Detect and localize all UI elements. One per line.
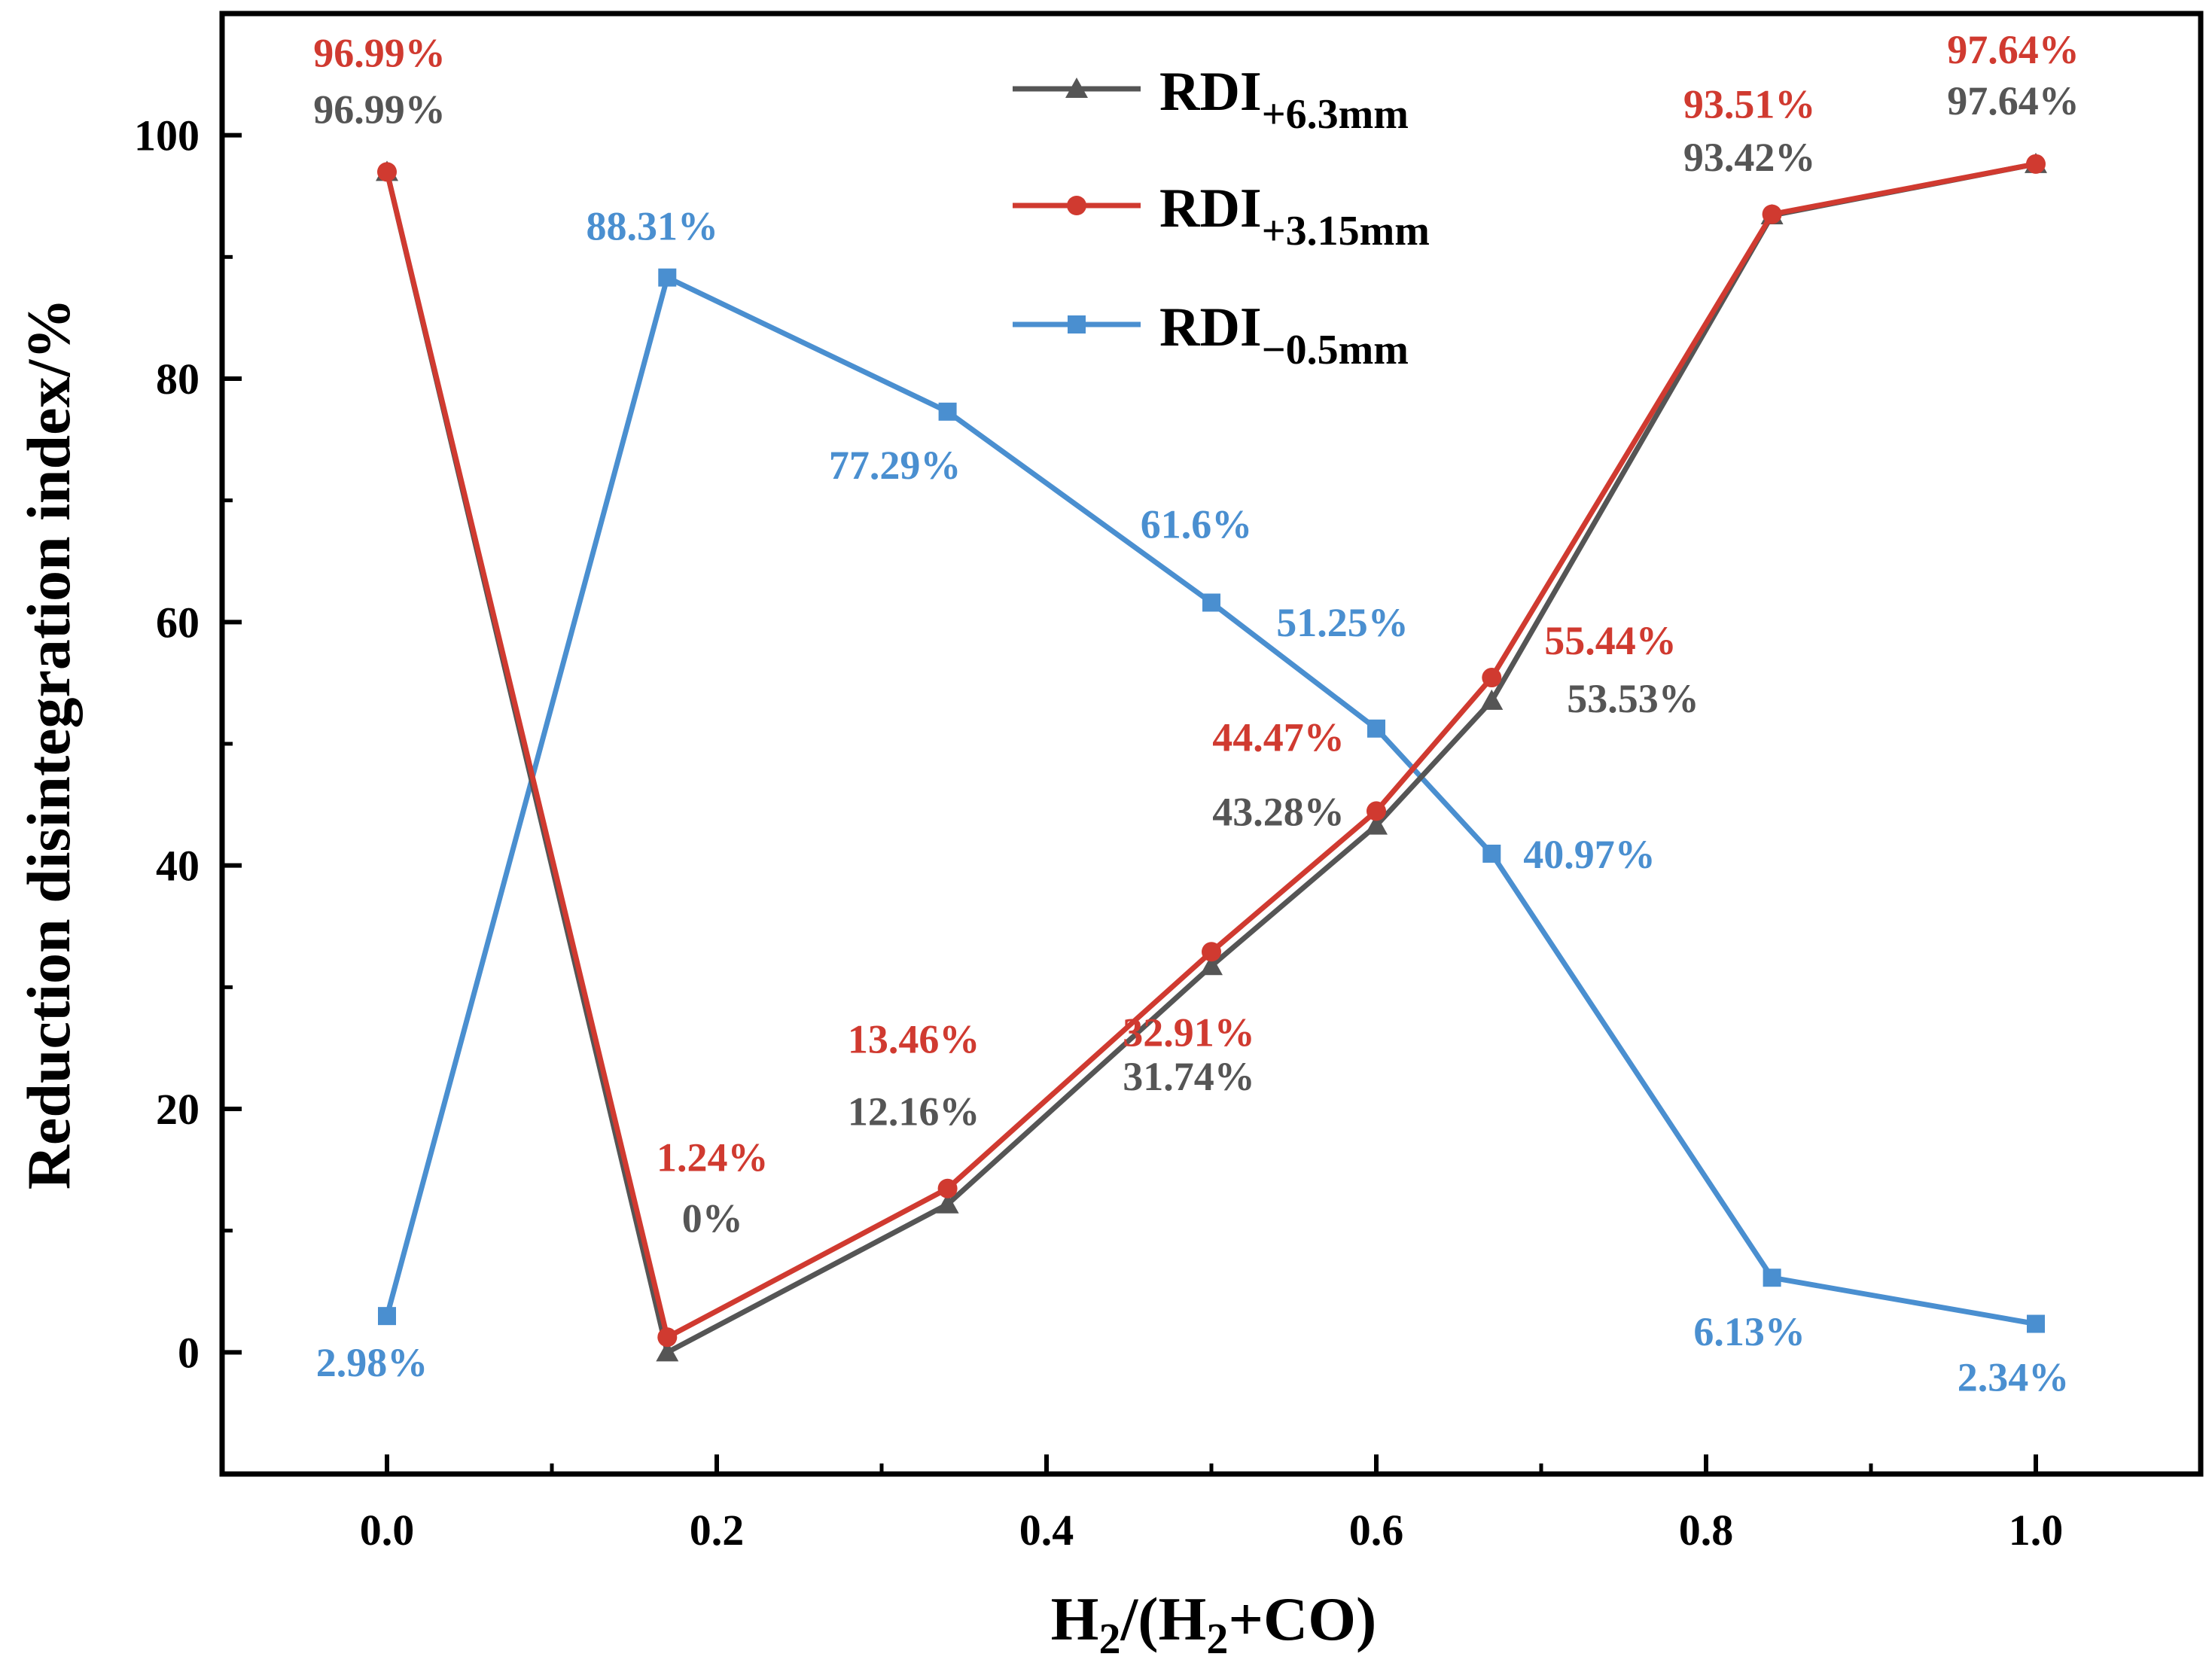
data-point: [937, 1178, 958, 1198]
x-tick-label: 0.2: [690, 1506, 745, 1555]
data-point: [1367, 719, 1385, 738]
data-label: 43.28%: [1212, 790, 1345, 835]
data-label: 12.16%: [848, 1089, 980, 1134]
x-tick-label: 0.4: [1019, 1506, 1074, 1555]
data-point: [656, 1341, 679, 1362]
data-label: 93.51%: [1683, 82, 1816, 127]
data-point: [1202, 593, 1220, 612]
data-point: [1762, 204, 1782, 224]
y-tick-label: 100: [134, 111, 200, 160]
y-tick-label: 20: [156, 1085, 200, 1134]
y-tick-label: 60: [156, 598, 200, 647]
data-label: 6.13%: [1693, 1309, 1805, 1354]
data-point: [658, 268, 677, 287]
legend-label: RDI+6.3mm: [1159, 61, 1409, 138]
data-point: [1480, 689, 1504, 710]
data-point: [1365, 814, 1388, 835]
data-point: [2027, 1314, 2045, 1333]
y-tick-label: 80: [156, 355, 200, 404]
x-tick-label: 0.8: [1679, 1506, 1734, 1555]
data-label: 32.91%: [1123, 1010, 1255, 1055]
legend-marker: [1068, 315, 1086, 333]
data-label: 40.97%: [1523, 832, 1656, 877]
data-label: 2.98%: [316, 1340, 428, 1385]
data-label: 96.99%: [313, 30, 446, 75]
legend-entry-square: RDI−0.5mm: [1013, 297, 1409, 373]
data-label: 0%: [682, 1195, 743, 1241]
y-axis-title: Reduction disintegration index/%: [14, 298, 83, 1190]
legend-label: RDI+3.15mm: [1159, 178, 1430, 254]
y-tick-label: 0: [178, 1328, 200, 1377]
x-tick-label: 1.0: [2009, 1506, 2064, 1555]
x-tick-label: 0.6: [1349, 1506, 1404, 1555]
data-label: 31.74%: [1123, 1054, 1255, 1099]
data-label: 77.29%: [829, 443, 961, 488]
data-label: 97.64%: [1947, 78, 2079, 123]
legend-marker: [1065, 78, 1088, 98]
data-point: [378, 1307, 396, 1326]
legend-marker: [1067, 196, 1086, 215]
data-label: 53.53%: [1567, 676, 1699, 721]
data-label: 1.24%: [657, 1134, 769, 1180]
data-point: [2026, 154, 2046, 174]
data-label: 88.31%: [587, 204, 719, 249]
data-point: [938, 402, 957, 421]
data-point: [1202, 942, 1221, 962]
data-point: [1200, 955, 1223, 976]
data-label: 93.42%: [1683, 135, 1816, 180]
data-point: [1482, 844, 1501, 863]
legend-entry-triangle: RDI+6.3mm: [1013, 61, 1409, 138]
x-axis-title: H2/(H2+CO): [1051, 1585, 1377, 1663]
x-tick-label: 0.0: [360, 1506, 415, 1555]
data-label: 55.44%: [1544, 618, 1677, 663]
data-label: 96.99%: [313, 87, 446, 132]
data-label: 44.47%: [1212, 714, 1345, 760]
legend-entry-circle: RDI+3.15mm: [1013, 178, 1430, 254]
legend-label: RDI−0.5mm: [1159, 297, 1409, 373]
data-point: [1482, 668, 1502, 688]
series-line: [384, 161, 2037, 1340]
data-point: [377, 162, 397, 182]
y-tick-label: 40: [156, 842, 200, 891]
data-label: 13.46%: [848, 1017, 980, 1062]
data-point: [1763, 1269, 1781, 1287]
data-label: 61.6%: [1141, 501, 1253, 547]
data-point: [1367, 801, 1386, 821]
series-square: [378, 268, 2045, 1333]
data-label: 51.25%: [1276, 600, 1409, 645]
data-label: 97.64%: [1947, 27, 2079, 72]
series-circle: [377, 154, 2046, 1348]
data-point: [657, 1327, 678, 1348]
data-label: 2.34%: [1958, 1355, 2070, 1400]
data-point: [936, 1192, 959, 1214]
series-line: [384, 275, 2037, 1326]
